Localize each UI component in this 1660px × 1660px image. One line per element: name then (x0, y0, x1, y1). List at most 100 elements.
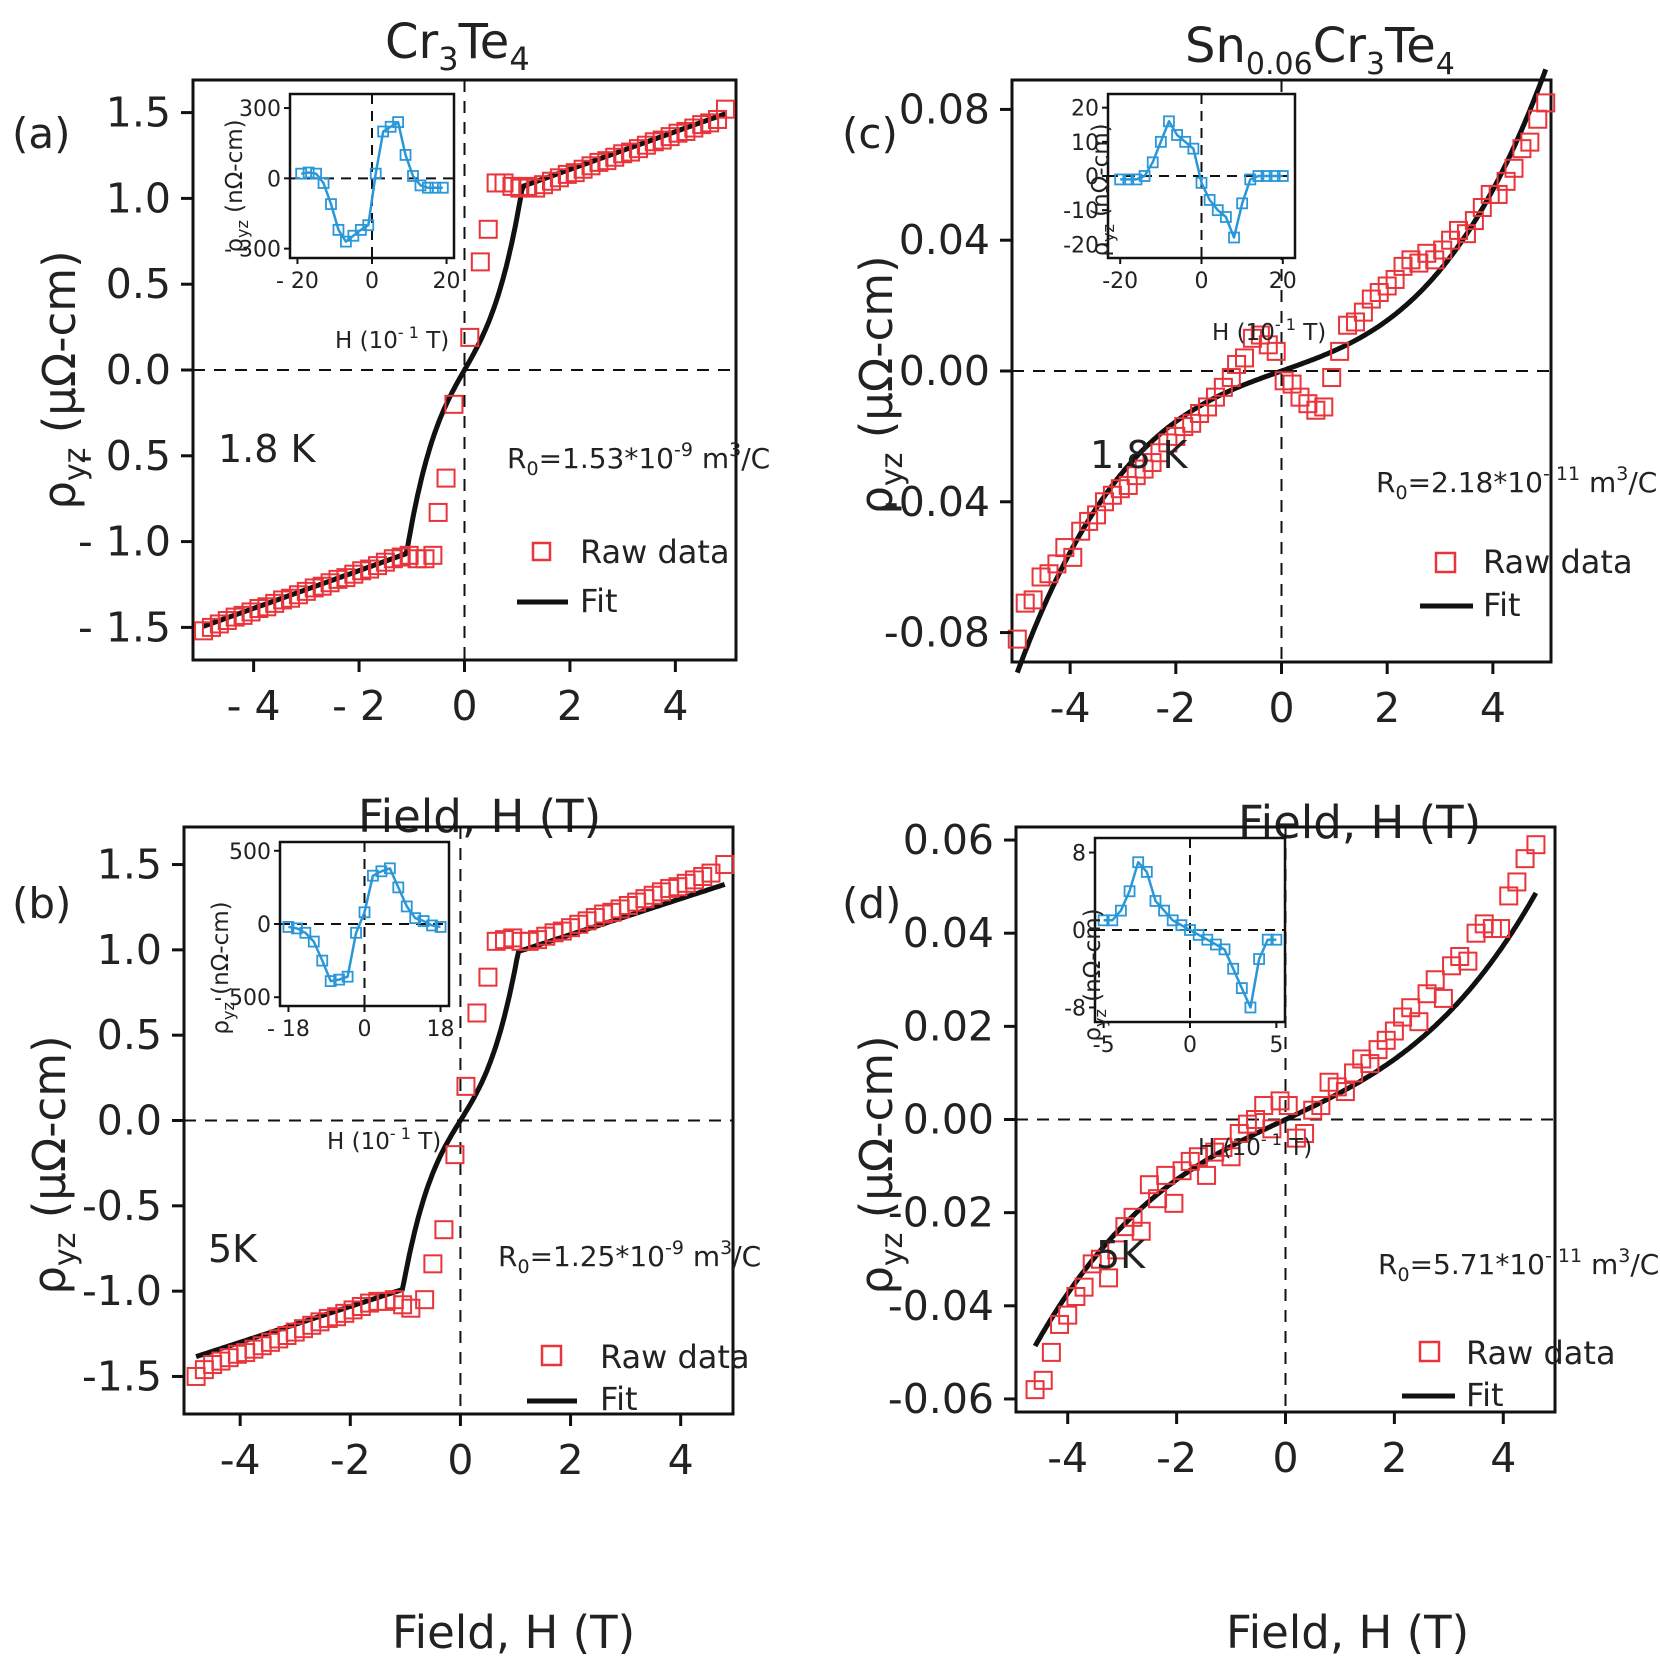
inset-line (1103, 860, 1277, 1009)
inset-point (1179, 135, 1192, 148)
raw-data-markers (194, 99, 735, 641)
inset-y-ticks: 500 0 - 500 (214, 840, 280, 1011)
inset-y-tick-label: 20 (1071, 97, 1099, 122)
raw-data-point (1278, 1096, 1298, 1116)
inset-y-tick-label: - 500 (214, 986, 271, 1011)
raw-data-point (1007, 629, 1027, 649)
inset-x-tick-label: 20 (1269, 269, 1297, 294)
inset-point (400, 900, 413, 913)
x-tick-label: 2 (1381, 1434, 1407, 1482)
inset-point (1203, 194, 1216, 206)
inset-point (407, 170, 419, 182)
inset-y-tick-label: 10 (1071, 131, 1099, 156)
y-ticks: 1.5 1.0 0.5 0.0 - 0.5 - 1.0 - 1.5 (78, 89, 193, 651)
y-tick-label: - 0.5 (78, 432, 171, 480)
raw-data-point (1311, 1096, 1331, 1116)
inset-point (1154, 135, 1167, 148)
inset-point (434, 921, 447, 933)
inset-y-title: ρyz (nΩ-cm) (1080, 908, 1110, 1041)
panel-label: (b) (12, 879, 71, 928)
inset: - 20 0 20 300 0 - 300 H (10- 1 T) ρyz (nΩ-cm… (222, 92, 461, 354)
inset-point (1122, 173, 1135, 186)
inset-y-ticks: 20 10 0 -10 -20 (1063, 97, 1108, 258)
raw-data-point (1458, 951, 1478, 971)
inset-point (1158, 904, 1170, 917)
y-tick-label: 1.0 (106, 174, 171, 222)
inset-curve (288, 867, 441, 983)
y-tick-label: -0.04 (888, 1282, 994, 1330)
x-ticks: - 4 - 2 0 2 4 (227, 660, 688, 730)
zero-lines (193, 80, 736, 660)
temperature-label: 1.8 K (218, 427, 317, 471)
inset-point (1195, 176, 1208, 189)
inset-y-tick-label: 0 (267, 167, 281, 192)
x-ticks: -4 -2 0 2 4 (1050, 662, 1506, 732)
y-tick-label: 0.08 (899, 85, 990, 133)
raw-data-point (1221, 1147, 1241, 1167)
raw-data-point (1528, 109, 1548, 129)
zero-lines (1012, 80, 1551, 662)
inset-x-tick-label: 0 (365, 269, 379, 294)
legend-fit-label: Fit (1466, 1376, 1504, 1414)
temperature-label: 5K (1096, 1233, 1146, 1277)
raw-data-point (715, 855, 735, 875)
y-tick-label: 0.00 (903, 1096, 994, 1144)
inset-point (1123, 885, 1136, 898)
inset-y-title: ρyz (nΩ-cm) (222, 119, 252, 252)
inset-point (358, 906, 371, 919)
x-axis-title: Field, H (T) (392, 1606, 635, 1659)
x-tick-label: 0 (1268, 684, 1294, 732)
inset-point (392, 116, 404, 129)
panel-label: (d) (842, 879, 901, 928)
legend: Raw data Fit (1420, 543, 1633, 624)
y-ticks: 1.5 1.0 0.5 0.0 -0.5 -1.0 -1.5 (82, 841, 184, 1400)
inset-point (295, 167, 308, 180)
legend-raw-label: Raw data (1466, 1334, 1616, 1372)
inset-point (1115, 904, 1127, 917)
inset-point (414, 179, 427, 192)
x-ticks: -4 -2 0 2 4 (1047, 1412, 1516, 1482)
x-tick-label: 0 (447, 1436, 473, 1484)
inset-markers (1114, 115, 1289, 244)
inset-y-tick-label: -8 (1064, 996, 1086, 1021)
inset-point (362, 219, 375, 232)
inset-x-tick-label: 0 (358, 1017, 372, 1042)
hall-coefficient-label: R0=5.71*10- 11 m3/C (1378, 1245, 1659, 1286)
inset-point (422, 181, 434, 194)
raw-data-point (434, 1220, 454, 1240)
y-tick-label: -1.5 (82, 1352, 162, 1400)
y-ticks: 0.08 0.04 0.00 -0.04 -0.08 (884, 85, 1012, 657)
inset-point (1163, 115, 1175, 128)
x-tick-label: -2 (1155, 684, 1196, 732)
inset-y-title: ρyz (nΩ-cm) (208, 901, 238, 1034)
inset-x-tick-label: -20 (1102, 269, 1138, 294)
y-tick-label: -0.06 (888, 1375, 994, 1423)
inset-y-ticks: 300 0 - 300 (224, 97, 290, 263)
inset-x-ticks: -20 0 20 (1102, 258, 1297, 294)
inset-y-tick-label: -20 (1063, 233, 1099, 258)
inset-curve (300, 120, 443, 243)
raw-data-point (1041, 1342, 1061, 1362)
legend-raw-marker (1418, 1340, 1441, 1363)
right-column-title: Sn0.06Cr3Te4 (1185, 18, 1455, 82)
inset-point (1244, 1001, 1257, 1014)
legend: Raw data Fit (1402, 1334, 1616, 1414)
inset-point (383, 862, 396, 875)
inset-x-title: H (10- 1 T) (1198, 1130, 1312, 1161)
raw-data-point (436, 468, 456, 488)
temperature-label: 1.8 K (1090, 433, 1189, 477)
inset-point (399, 149, 412, 161)
legend: Raw data Fit (517, 533, 730, 620)
y-axis-title: ρyz (µΩ-cm) (850, 1035, 910, 1294)
raw-data-point (1033, 1370, 1053, 1390)
inset-x-tick-label: 18 (427, 1017, 455, 1042)
inset-point (1138, 170, 1151, 182)
fit-line (1032, 891, 1539, 1348)
inset-point (1235, 982, 1248, 995)
y-tick-label: -0.02 (888, 1189, 994, 1237)
inset-point (1106, 914, 1119, 927)
legend-fit-label: Fit (580, 582, 618, 620)
inset-point (426, 919, 439, 932)
